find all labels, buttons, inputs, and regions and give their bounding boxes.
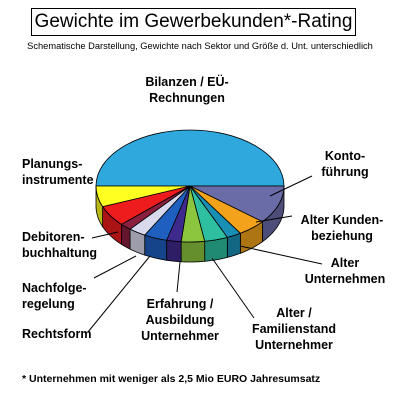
leader-line-kunden	[255, 215, 293, 223]
label-debitorenbuchhaltung: Debitoren- buchhaltung	[22, 230, 97, 260]
label-alter-familienstand: Alter / Familienstand Unternehmer	[251, 306, 337, 352]
leader-line-alter-unt	[239, 245, 323, 265]
pie-tops	[95, 129, 285, 243]
chart-title: Gewichte im Gewerbekunden*-Rating	[31, 8, 356, 36]
pie-slice-planungsinstrumente	[95, 185, 191, 208]
label-rechtsform: Rechtsform	[22, 327, 92, 341]
leader-lines	[87, 175, 323, 333]
pie-side-unlabeled-6	[166, 239, 182, 263]
label-alter-kundenbeziehung: Alter Kunden- beziehung	[300, 213, 384, 243]
label-bilanzen: Bilanzen / EÜ- Rechnungen	[145, 75, 229, 105]
leader-line-nachfolge	[93, 255, 137, 279]
label-kontofuehrung: Konto- führung	[321, 149, 369, 179]
chart-title-text: Gewichte im Gewerbekunden*-Rating	[34, 11, 353, 32]
label-erfahrung-ausbildung: Erfahrung / Ausbildung Unternehmer	[141, 297, 219, 343]
label-planungsinstrumente: Planungs- instrumente	[22, 157, 94, 187]
leader-line-familie	[211, 257, 255, 319]
leader-line-erfahrung	[176, 261, 181, 293]
label-alter-unternehmen: Alter Unternehmen	[304, 256, 386, 286]
leader-line-konto	[269, 175, 313, 197]
leader-line-rechtsform	[87, 255, 151, 333]
pie-sides	[95, 185, 285, 263]
footnote: * Unternehmen mit weniger als 2,5 Mio EU…	[22, 373, 321, 385]
label-nachfolgeregelung: Nachfolge- regelung	[22, 281, 87, 311]
pie-slice-bilanzen-e-rechnungen	[95, 129, 285, 187]
pie-side-erfahrung-ausbildung-unternehmer	[180, 240, 206, 263]
leader-line-debitoren	[91, 231, 119, 239]
chart-subtitle: Schematische Darstellung, Gewichte nach …	[27, 41, 373, 51]
